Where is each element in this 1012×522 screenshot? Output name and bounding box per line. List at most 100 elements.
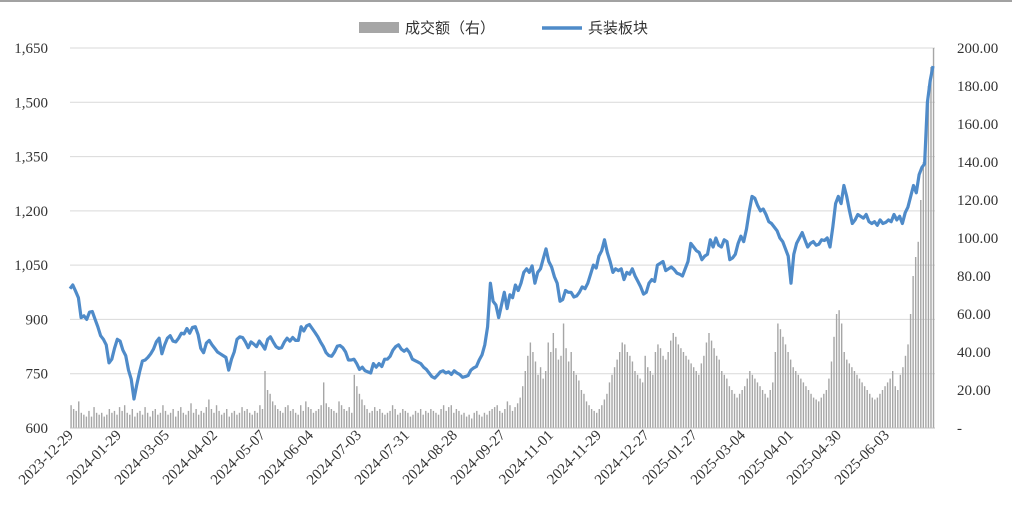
volume-bar <box>851 367 853 428</box>
volume-bar <box>624 344 626 428</box>
volume-bar <box>550 352 552 428</box>
volume-bar <box>547 342 549 428</box>
volume-bar <box>685 355 687 428</box>
volume-bar <box>481 416 483 428</box>
volume-bar <box>259 405 261 428</box>
volume-bar <box>93 407 95 428</box>
volume-bar <box>917 241 919 428</box>
volume-bar <box>282 412 284 428</box>
volume-bar <box>476 410 478 428</box>
volume-bar <box>692 367 695 428</box>
volume-bar <box>294 412 297 428</box>
volume-bar <box>815 399 817 428</box>
volume-bar <box>335 412 338 428</box>
volume-bar <box>506 401 509 428</box>
volume-bar <box>596 412 598 428</box>
volume-bar <box>802 382 805 428</box>
volume-bar <box>532 352 534 428</box>
volume-bar <box>149 416 151 428</box>
volume-bar <box>861 382 863 428</box>
volume-bar <box>835 314 838 428</box>
volume-bar <box>287 405 289 428</box>
volume-bar <box>677 344 680 428</box>
left-tick-label: 1,650 <box>14 41 48 57</box>
volume-bar <box>777 323 779 428</box>
volume-bar <box>812 397 815 428</box>
volume-bar <box>863 386 866 428</box>
volume-bar <box>368 412 371 428</box>
volume-bar <box>537 374 539 428</box>
volume-bar <box>236 414 238 428</box>
series-line-bingzhuang <box>68 65 935 401</box>
left-tick-label: 1,350 <box>14 150 48 166</box>
volume-bar <box>823 393 825 428</box>
volume-bar <box>613 367 616 428</box>
volume-bar <box>499 410 501 428</box>
volume-bar <box>881 390 884 428</box>
volume-bar <box>269 393 271 428</box>
volume-bar <box>514 407 516 428</box>
volume-bar <box>136 412 139 428</box>
volume-bar <box>223 412 225 428</box>
volume-bar <box>555 348 557 428</box>
volume-bar <box>930 67 932 428</box>
volume-bar <box>218 410 220 428</box>
volume-bar <box>726 378 728 428</box>
volume-bar <box>116 414 118 428</box>
volume-bar <box>519 397 521 428</box>
volume-bar <box>846 359 848 428</box>
volume-bar <box>157 414 159 428</box>
volume-bar <box>914 257 917 428</box>
volume-bar <box>264 371 266 428</box>
right-tick-label: 160.00 <box>957 117 998 133</box>
volume-bar <box>440 409 442 428</box>
volume-bar <box>690 363 692 428</box>
volume-bar <box>450 405 452 428</box>
volume-bar <box>458 410 460 428</box>
volume-bar <box>792 367 794 428</box>
volume-bar <box>192 412 195 428</box>
volume-bar <box>118 407 121 428</box>
volume-bar <box>402 409 404 428</box>
volume-bar <box>80 412 82 428</box>
volume-bar <box>213 412 215 428</box>
volume-bar <box>488 410 491 428</box>
volume-bar <box>470 418 473 428</box>
volume-bar <box>106 414 108 428</box>
volume-bar <box>756 382 759 428</box>
volume-bar <box>164 410 167 428</box>
volume-bar <box>384 414 386 428</box>
volume-bar <box>920 200 922 428</box>
volume-bar <box>182 412 185 428</box>
volume-bar <box>766 397 769 428</box>
volume-bar <box>180 407 182 428</box>
volume-bar <box>121 410 123 428</box>
volume-bar <box>769 390 771 428</box>
volume-bar <box>394 409 396 428</box>
volume-bar <box>430 409 432 428</box>
volume-bar <box>611 374 613 428</box>
volume-bar <box>141 414 144 428</box>
volume-bar <box>544 371 547 428</box>
volume-bar <box>698 374 700 428</box>
right-tick-label: 20.00 <box>957 383 991 399</box>
volume-bar <box>608 382 611 428</box>
volume-bar <box>167 414 169 428</box>
volume-bar <box>639 378 641 428</box>
volume-bar <box>220 414 223 428</box>
volume-bar <box>310 409 312 428</box>
volume-bar <box>210 409 213 428</box>
volume-bar <box>907 344 909 428</box>
volume-bar <box>445 410 447 428</box>
left-tick-label: 1,200 <box>14 204 48 220</box>
volume-bar <box>636 374 639 428</box>
volume-bar <box>343 409 345 428</box>
volume-bar <box>715 355 718 428</box>
volume-bar <box>759 386 761 428</box>
legend-swatch-volume <box>359 22 399 33</box>
volume-bar <box>899 374 902 428</box>
volume-bar <box>131 409 134 428</box>
volume-bar <box>710 340 713 428</box>
volume-bar <box>552 333 555 428</box>
volume-bar <box>353 374 356 428</box>
